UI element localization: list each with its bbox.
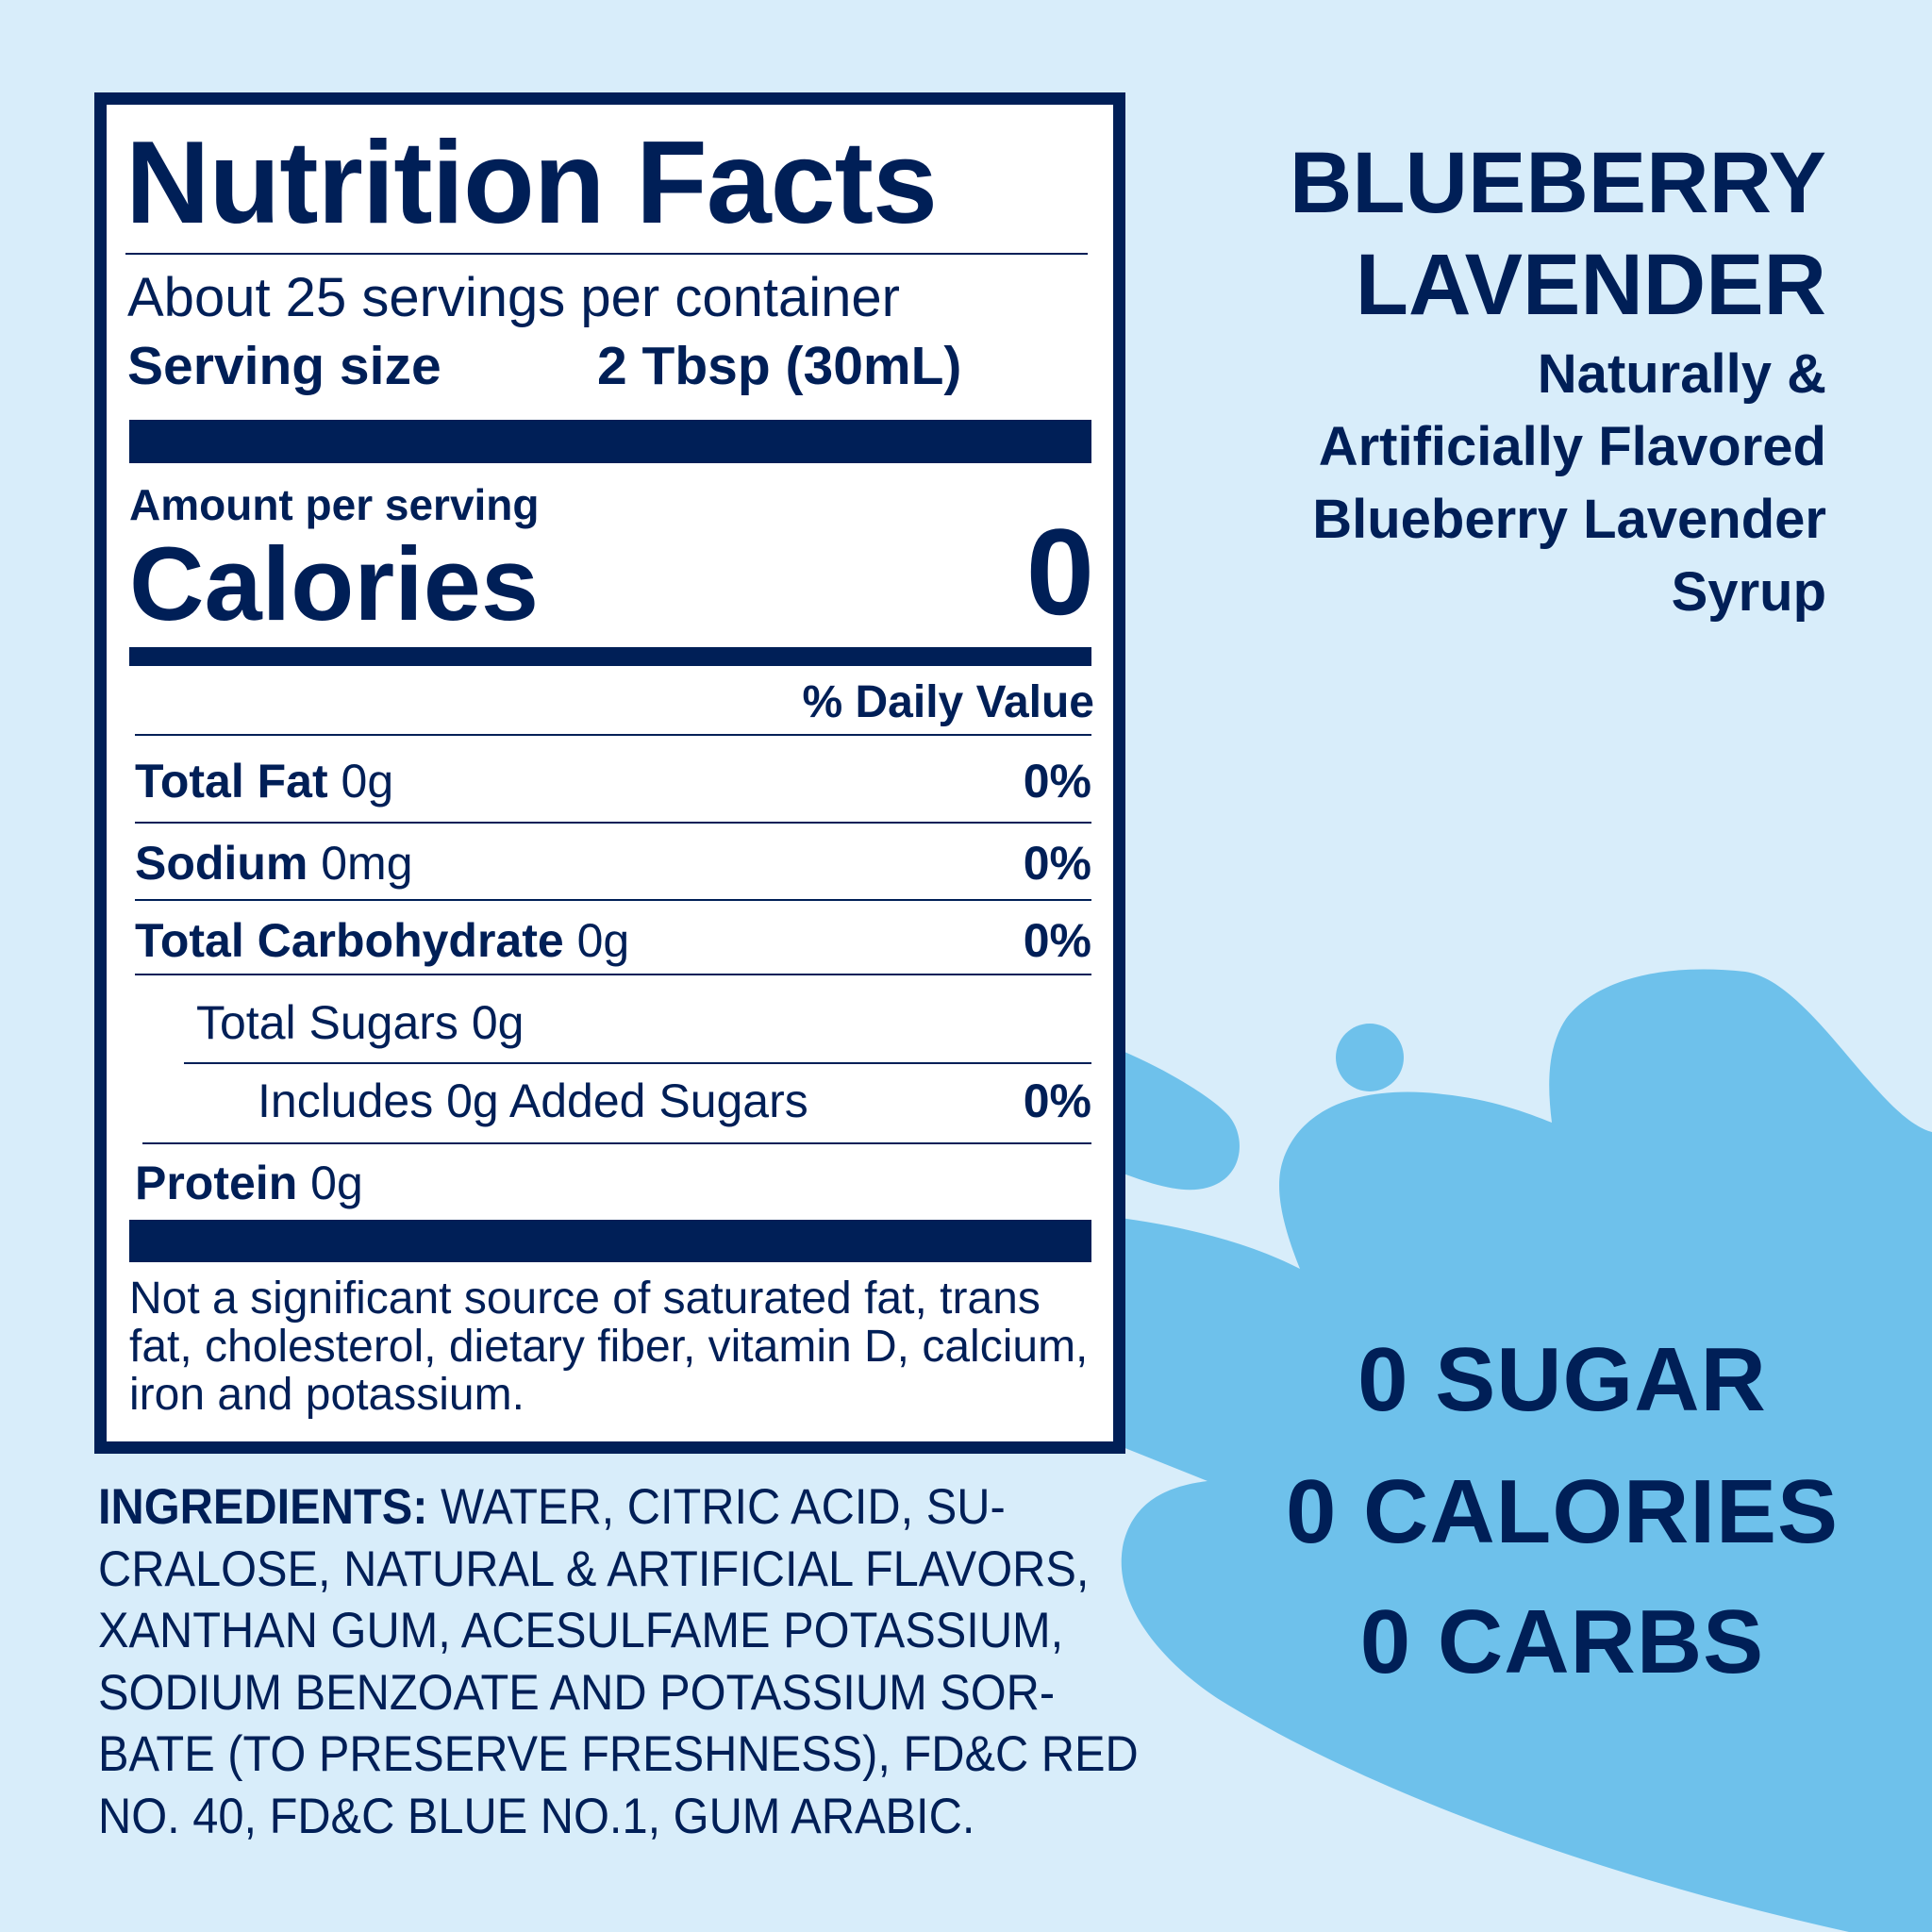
nutrient-name: Total Carbohydrate — [135, 914, 564, 967]
ingredients: INGREDIENTS: WATER, CITRIC ACID, SU- CRA… — [98, 1476, 1139, 1847]
medium-divider — [129, 647, 1091, 666]
nutrient-amount: 0g — [310, 1157, 363, 1209]
nutrient-row-total-fat: Total Fat 0g 0% — [135, 754, 1091, 808]
nutrient-row-added-sugars: Includes 0g Added Sugars 0% — [258, 1074, 1091, 1128]
nutrient-row-total-carbohydrate: Total Carbohydrate 0g 0% — [135, 913, 1091, 968]
nutrient-dv: 0% — [1023, 837, 1091, 890]
product-name-line: BLUEBERRY — [1289, 135, 1826, 231]
serving-size-label: Serving size — [127, 336, 441, 396]
nutrient-row-protein: Protein 0g — [135, 1156, 1091, 1210]
serving-size-value: 2 Tbsp (30mL) — [597, 336, 962, 396]
ingredients-line: SODIUM BENZOATE AND POTASSIUM SOR- — [98, 1664, 1056, 1721]
splash-droplet — [1336, 1024, 1404, 1091]
splash-drip — [1113, 1047, 1240, 1191]
nutrition-facts-panel: Nutrition Facts About 25 servings per co… — [94, 92, 1125, 1454]
product-description: Naturally & Artificially Flavored Bluebe… — [1312, 338, 1826, 628]
nutrient-dv: 0% — [1023, 914, 1091, 967]
product-name-line: LAVENDER — [1355, 237, 1826, 333]
nutrient-amount: 0g — [341, 755, 394, 808]
divider — [135, 734, 1091, 736]
nutrient-name: Total Fat — [135, 755, 328, 808]
nutrient-dv: 0% — [1023, 755, 1091, 808]
ingredients-line: NO. 40, FD&C BLUE NO.1, GUM ARABIC. — [98, 1788, 975, 1844]
nutrition-facts-title: Nutrition Facts — [125, 118, 938, 248]
calories-value: 0 — [1025, 503, 1094, 641]
divider — [135, 974, 1091, 975]
nutrient-row-sodium: Sodium 0mg 0% — [135, 836, 1091, 891]
amount-per-serving: Amount per serving — [129, 480, 540, 529]
description-line: Syrup — [1671, 561, 1826, 623]
thick-divider — [129, 420, 1091, 463]
divider — [142, 1142, 1091, 1144]
product-name: BLUEBERRY LAVENDER — [1290, 132, 1826, 336]
claim-sugar: 0 SUGAR — [1357, 1329, 1767, 1430]
ingredients-label: INGREDIENTS: — [98, 1479, 428, 1535]
divider — [184, 1062, 1091, 1064]
nutrient-dv: 0% — [1023, 1074, 1091, 1127]
nutrient-amount: Includes 0g Added Sugars — [258, 1074, 808, 1127]
thick-divider — [129, 1220, 1091, 1262]
divider — [135, 899, 1091, 901]
divider — [125, 253, 1088, 255]
calories-label: Calories — [129, 526, 540, 642]
servings-per-container: About 25 servings per container — [127, 267, 900, 328]
description-line: Blueberry Lavender — [1312, 489, 1826, 550]
description-line: Naturally & — [1537, 343, 1826, 405]
nutrient-amount: 0g — [576, 914, 630, 967]
ingredients-line: CRALOSE, NATURAL & ARTIFICIAL FLAVORS, — [98, 1541, 1090, 1597]
nutrient-amount: 0mg — [321, 837, 413, 890]
description-line: Artificially Flavored — [1318, 416, 1826, 477]
ingredients-line: WATER, CITRIC ACID, SU- — [427, 1479, 1006, 1535]
nutrient-amount: Total Sugars 0g — [196, 996, 525, 1049]
splash-main — [1113, 969, 1932, 1932]
divider — [135, 822, 1091, 824]
ingredients-line: BATE (TO PRESERVE FRESHNESS), FD&C RED — [98, 1726, 1139, 1782]
claim-calories: 0 CALORIES — [1285, 1461, 1840, 1562]
footnote: Not a significant source of saturated fa… — [129, 1274, 1089, 1420]
nutrient-name: Protein — [135, 1157, 298, 1209]
daily-value-header: % Daily Value — [802, 677, 1095, 727]
nutrient-name: Sodium — [135, 837, 308, 890]
nutrient-row-total-sugars: Total Sugars 0g — [196, 995, 1091, 1050]
claim-carbs: 0 CARBS — [1359, 1591, 1765, 1692]
ingredients-line: XANTHAN GUM, ACESULFAME POTASSIUM, — [98, 1603, 1064, 1658]
